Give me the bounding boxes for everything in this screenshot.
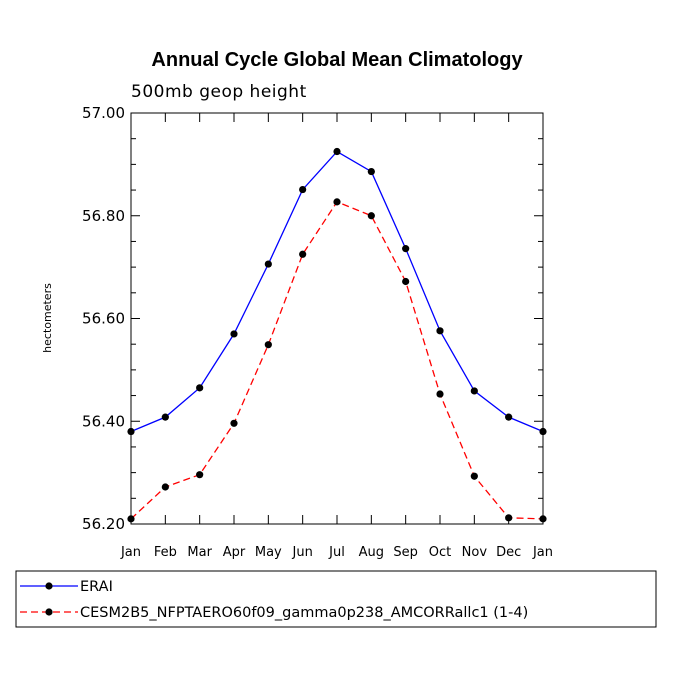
x-tick-label: Mar — [187, 545, 212, 560]
series-1-point — [470, 387, 478, 395]
x-tick-label: May — [255, 545, 282, 560]
legend: ERAI CESM2B5_NFPTAERO60f09_gamma0p238_AMC… — [20, 579, 528, 621]
series-1-point — [436, 327, 444, 335]
series-2-point — [470, 472, 478, 480]
series-2-point — [299, 250, 307, 258]
series-1-point — [230, 330, 238, 338]
series-group — [127, 147, 547, 523]
series-2-point — [402, 277, 410, 286]
x-tick-label: Aug — [359, 545, 384, 560]
x-tick-label: Jan — [120, 545, 141, 560]
y-tick-label: 56.80 — [82, 207, 125, 225]
series-line-1 — [130, 150, 544, 433]
series-1-point — [196, 384, 204, 392]
x-tick-label: Apr — [223, 545, 246, 560]
series-2-point — [505, 514, 513, 522]
plot-frame — [130, 112, 544, 525]
series-2-point — [127, 515, 135, 523]
y-axis-ticks — [131, 112, 543, 525]
y-tick-label: 56.60 — [82, 310, 125, 328]
x-axis-ticks — [130, 113, 544, 524]
series-1-point — [264, 260, 272, 268]
y-axis-tick-labels: 56.20 56.40 56.60 56.80 57.00 — [82, 104, 125, 533]
series-2-point — [333, 198, 341, 206]
x-tick-label: Nov — [462, 545, 488, 560]
x-tick-label: Oct — [429, 545, 451, 560]
legend-marker-1 — [45, 582, 53, 590]
chart-subtitle: 500mb geop height — [131, 82, 307, 102]
x-axis-tick-labels: Jan Feb Mar Apr May Jun Jul Aug Sep Oct Nov Dec Jan — [120, 545, 553, 560]
legend-marker-2 — [45, 608, 53, 616]
series-1-point — [127, 427, 135, 436]
x-tick-label: Feb — [154, 545, 177, 560]
x-tick-label: Sep — [393, 545, 418, 560]
series-2-point — [367, 212, 375, 220]
y-tick-label: 56.20 — [82, 515, 125, 533]
series-1-point — [333, 147, 341, 156]
legend-box — [15, 570, 657, 628]
series-1-point — [539, 427, 547, 436]
x-tick-label: Jun — [292, 545, 313, 560]
y-tick-label: 56.40 — [82, 412, 125, 430]
series-1-point — [299, 185, 307, 194]
x-tick-label: Jan — [532, 545, 553, 560]
series-2-point — [230, 419, 238, 427]
y-tick-label: 57.00 — [82, 104, 125, 122]
series-2-point — [436, 390, 444, 398]
series-1-point — [161, 413, 169, 421]
x-tick-label: Dec — [496, 545, 521, 560]
series-1-point — [505, 413, 513, 421]
series-2-point — [196, 471, 204, 479]
chart-title: Annual Cycle Global Mean Climatology — [151, 49, 523, 71]
legend-label-1: ERAI — [80, 579, 113, 595]
series-2-point — [539, 515, 547, 523]
series-1-point — [402, 245, 410, 253]
series-2-point — [161, 483, 169, 491]
series-2-point — [264, 341, 272, 349]
legend-label-2: CESM2B5_NFPTAERO60f09_gamma0p238_AMCORRa… — [80, 605, 528, 621]
series-1-point — [367, 167, 375, 176]
x-tick-label: Jul — [328, 545, 345, 560]
y-axis-label: hectometers — [41, 283, 54, 353]
series-line-2 — [130, 201, 544, 520]
